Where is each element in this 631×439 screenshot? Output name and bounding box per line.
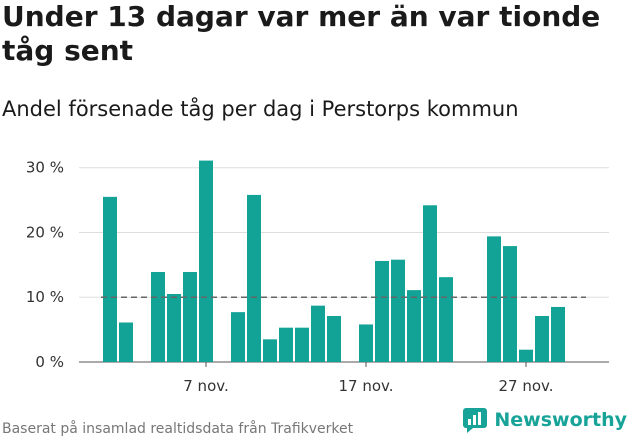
y-tick-label: 10 % xyxy=(26,288,64,306)
bar-day-27 xyxy=(519,349,533,362)
bar-day-2 xyxy=(119,322,133,362)
y-tick-label: 30 % xyxy=(26,159,64,177)
x-tick-label: 7 nov. xyxy=(183,377,228,395)
newsworthy-logo-icon xyxy=(463,408,488,433)
bar-day-9 xyxy=(231,312,245,362)
bar-day-13 xyxy=(295,327,309,362)
bar-day-10 xyxy=(247,194,261,362)
y-axis-ticks: 0 % 10 % 20 % 30 % xyxy=(26,159,64,371)
y-tick-label: 0 % xyxy=(35,353,64,371)
bar-day-7 xyxy=(199,160,213,362)
y-tick-label: 20 % xyxy=(26,223,64,241)
bar-day-11 xyxy=(263,339,277,362)
bar-day-15 xyxy=(327,316,341,362)
brand: Newsworthy xyxy=(462,407,627,433)
bar-day-17 xyxy=(359,324,373,362)
x-axis-ticks: 7 nov. 17 nov. 27 nov. xyxy=(183,362,554,395)
bar-day-12 xyxy=(279,327,293,362)
bar-day-25 xyxy=(487,236,501,362)
bar-day-18 xyxy=(375,260,389,362)
bar-day-6 xyxy=(183,271,197,362)
bar-day-22 xyxy=(439,277,453,362)
bar-day-21 xyxy=(423,205,437,362)
bar-day-29 xyxy=(551,306,565,362)
bar-chart: 0 % 10 % 20 % 30 % 7 nov. 17 nov. 27 nov. xyxy=(26,159,609,395)
brand-name: Newsworthy xyxy=(494,409,627,431)
bar-day-28 xyxy=(535,316,549,362)
bars xyxy=(103,160,565,362)
bar-day-1 xyxy=(103,196,117,362)
chart-subtitle: Andel försenade tåg per dag i Perstorps … xyxy=(2,97,519,121)
x-tick-label: 17 nov. xyxy=(338,377,393,395)
chart-title: Under 13 dagar var mer än var tionde tåg… xyxy=(2,0,601,67)
x-tick-label: 27 nov. xyxy=(498,377,553,395)
bar-day-4 xyxy=(151,271,165,362)
bar-day-20 xyxy=(407,290,421,362)
bar-day-5 xyxy=(167,294,181,362)
bar-day-19 xyxy=(391,259,405,362)
bar-day-26 xyxy=(503,246,517,362)
bar-day-14 xyxy=(311,305,325,362)
source-note: Baserat på insamlad realtidsdata från Tr… xyxy=(2,421,354,437)
